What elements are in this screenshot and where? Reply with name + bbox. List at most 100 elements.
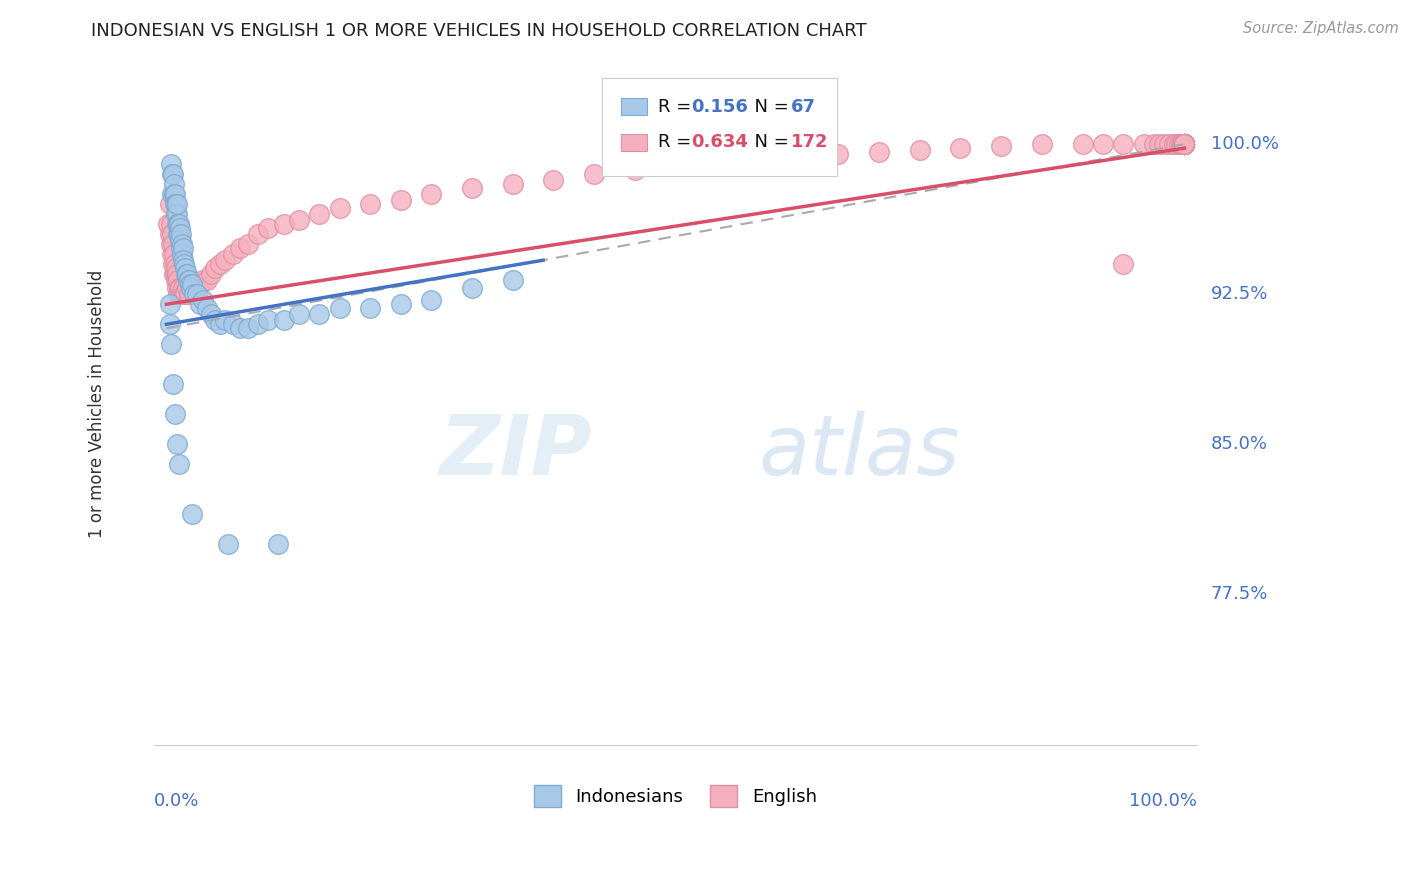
Text: atlas: atlas (759, 411, 960, 492)
Point (1173, 137, 1195, 152)
Point (308, 307, 330, 321)
Point (174, 267, 197, 281)
Point (1173, 137, 1195, 152)
Point (1173, 137, 1195, 152)
Point (1173, 137, 1195, 152)
Point (165, 261, 187, 276)
Text: N =: N = (744, 133, 794, 152)
Point (1112, 257, 1135, 271)
Point (1173, 137, 1195, 152)
Point (166, 217, 188, 231)
Point (162, 267, 184, 281)
Point (1173, 137, 1195, 152)
Text: 77.5%: 77.5% (1211, 585, 1268, 604)
Point (214, 253, 236, 268)
Point (1173, 137, 1195, 152)
Point (159, 318, 181, 332)
Point (1173, 137, 1195, 152)
Point (188, 277, 211, 292)
Point (160, 247, 183, 261)
Point (177, 273, 200, 287)
Point (172, 281, 194, 295)
Point (1173, 137, 1195, 152)
Point (166, 437, 188, 451)
Point (1173, 137, 1195, 152)
Point (257, 221, 280, 235)
Point (1173, 137, 1195, 152)
Point (159, 227, 181, 242)
Point (1173, 137, 1195, 152)
Point (1168, 137, 1191, 152)
Point (745, 151, 768, 165)
Point (191, 293, 214, 308)
Legend: Indonesians, English: Indonesians, English (527, 777, 824, 814)
Point (165, 273, 187, 287)
Point (195, 273, 218, 287)
Point (166, 267, 188, 281)
Point (204, 313, 226, 327)
Text: 0.0%: 0.0% (155, 792, 200, 810)
Point (1147, 137, 1170, 152)
Point (1173, 137, 1195, 152)
Point (1173, 137, 1195, 152)
Point (1173, 137, 1195, 152)
Point (183, 287, 205, 301)
Point (1173, 137, 1195, 152)
Point (1173, 137, 1195, 152)
Point (163, 267, 186, 281)
Point (166, 217, 188, 231)
Point (217, 537, 239, 551)
Point (1173, 137, 1195, 152)
Point (159, 337, 181, 351)
Point (200, 267, 222, 281)
Point (1173, 137, 1195, 152)
Text: 85.0%: 85.0% (1211, 435, 1268, 453)
Point (160, 167, 183, 181)
Point (162, 167, 184, 181)
Point (167, 227, 190, 242)
Point (165, 207, 187, 221)
Point (328, 301, 350, 316)
Point (1173, 137, 1195, 152)
Point (159, 297, 181, 311)
Point (502, 177, 524, 191)
Point (502, 273, 524, 287)
Point (389, 193, 412, 207)
Point (1173, 137, 1195, 152)
Point (1173, 137, 1195, 152)
Point (1170, 137, 1192, 152)
Point (1159, 137, 1181, 152)
Point (247, 318, 270, 332)
Point (1173, 137, 1195, 152)
Point (200, 307, 222, 321)
Point (169, 281, 191, 295)
Point (1173, 137, 1195, 152)
Point (179, 277, 201, 292)
Text: INDONESIAN VS ENGLISH 1 OR MORE VEHICLES IN HOUSEHOLD CORRELATION CHART: INDONESIAN VS ENGLISH 1 OR MORE VEHICLES… (91, 22, 868, 40)
Point (1166, 137, 1188, 152)
Point (461, 181, 484, 195)
Point (1091, 137, 1114, 152)
Text: 67: 67 (792, 98, 815, 116)
Point (173, 261, 195, 276)
Point (1173, 137, 1195, 152)
Point (157, 217, 180, 231)
Point (582, 167, 605, 181)
Point (159, 197, 181, 211)
Point (162, 237, 184, 252)
Point (1173, 137, 1195, 152)
Point (1173, 137, 1195, 152)
Point (1173, 137, 1195, 152)
Point (1173, 137, 1195, 152)
Point (273, 217, 295, 231)
Point (1031, 137, 1053, 152)
Point (1173, 137, 1195, 152)
Point (1173, 137, 1195, 152)
Point (1173, 137, 1195, 152)
Text: 92.5%: 92.5% (1211, 285, 1268, 303)
Point (1173, 137, 1195, 152)
Point (359, 301, 381, 316)
Point (1173, 137, 1195, 152)
Point (229, 241, 252, 255)
Point (1173, 137, 1195, 152)
